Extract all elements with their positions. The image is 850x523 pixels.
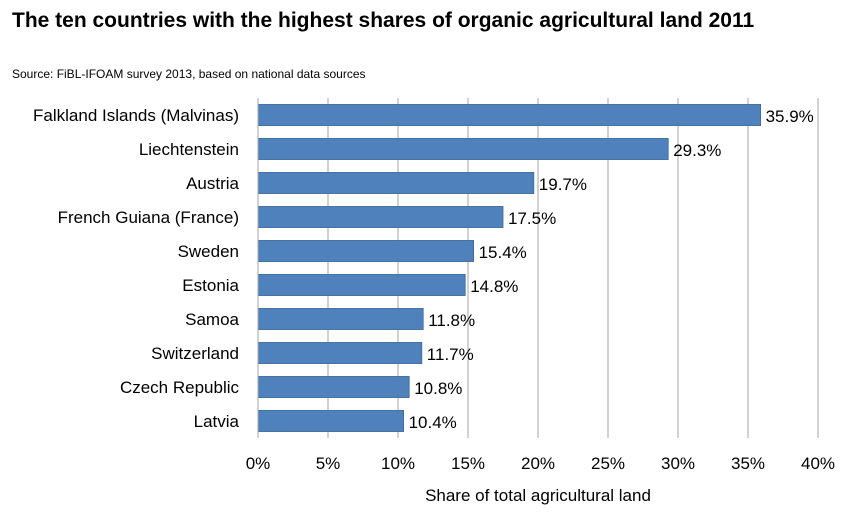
value-label: 17.5% <box>508 209 556 228</box>
category-label: Sweden <box>178 242 239 261</box>
value-labels: 35.9% 29.3% 19.7% 17.5% 15.4% 14.8% 11.8% 11.7%… <box>409 107 814 432</box>
category-label: Latvia <box>194 412 240 431</box>
x-tick-label: 30% <box>661 454 695 473</box>
x-tick-labels: 0% 5% 10% 15% 20% 25% 30% 35% 40% <box>246 454 835 473</box>
x-tick-label: 40% <box>801 454 835 473</box>
category-labels: Falkland Islands (Malvinas) Liechtenstein… <box>33 106 240 431</box>
value-label: 11.8% <box>428 311 475 330</box>
category-label: Samoa <box>185 310 239 329</box>
value-label: 11.7% <box>427 345 474 364</box>
bar <box>257 342 423 364</box>
bar <box>257 104 762 126</box>
value-label: 29.3% <box>673 141 721 160</box>
bar <box>257 172 535 194</box>
x-tick-label: 15% <box>451 454 485 473</box>
bar <box>257 410 405 432</box>
chart-subtitle: Source: FiBL-IFOAM survey 2013, based on… <box>12 67 366 81</box>
x-tick-label: 0% <box>246 454 271 473</box>
bar <box>257 376 410 398</box>
x-tick-label: 20% <box>521 454 555 473</box>
chart-title: The ten countries with the highest share… <box>12 9 755 32</box>
x-tick-label: 10% <box>381 454 415 473</box>
value-label: 35.9% <box>766 107 814 126</box>
category-label: Liechtenstein <box>139 140 239 159</box>
category-label: Falkland Islands (Malvinas) <box>33 106 239 125</box>
bar <box>257 308 424 330</box>
category-label: Switzerland <box>151 344 239 363</box>
value-label: 15.4% <box>479 243 527 262</box>
category-label: Estonia <box>182 276 239 295</box>
x-tick-label: 35% <box>731 454 765 473</box>
category-label: Czech Republic <box>120 378 240 397</box>
category-label: Austria <box>186 174 239 193</box>
bar <box>257 138 669 160</box>
bar <box>257 274 466 296</box>
bar <box>257 240 475 262</box>
bar <box>257 206 504 228</box>
value-label: 10.4% <box>409 413 457 432</box>
x-tick-label: 5% <box>316 454 341 473</box>
x-tick-label: 25% <box>591 454 625 473</box>
value-label: 19.7% <box>539 175 587 194</box>
bars <box>257 104 762 432</box>
category-label: French Guiana (France) <box>58 208 239 227</box>
value-label: 14.8% <box>470 277 518 296</box>
value-label: 10.8% <box>414 379 462 398</box>
x-axis-title: Share of total agricultural land <box>425 486 651 505</box>
